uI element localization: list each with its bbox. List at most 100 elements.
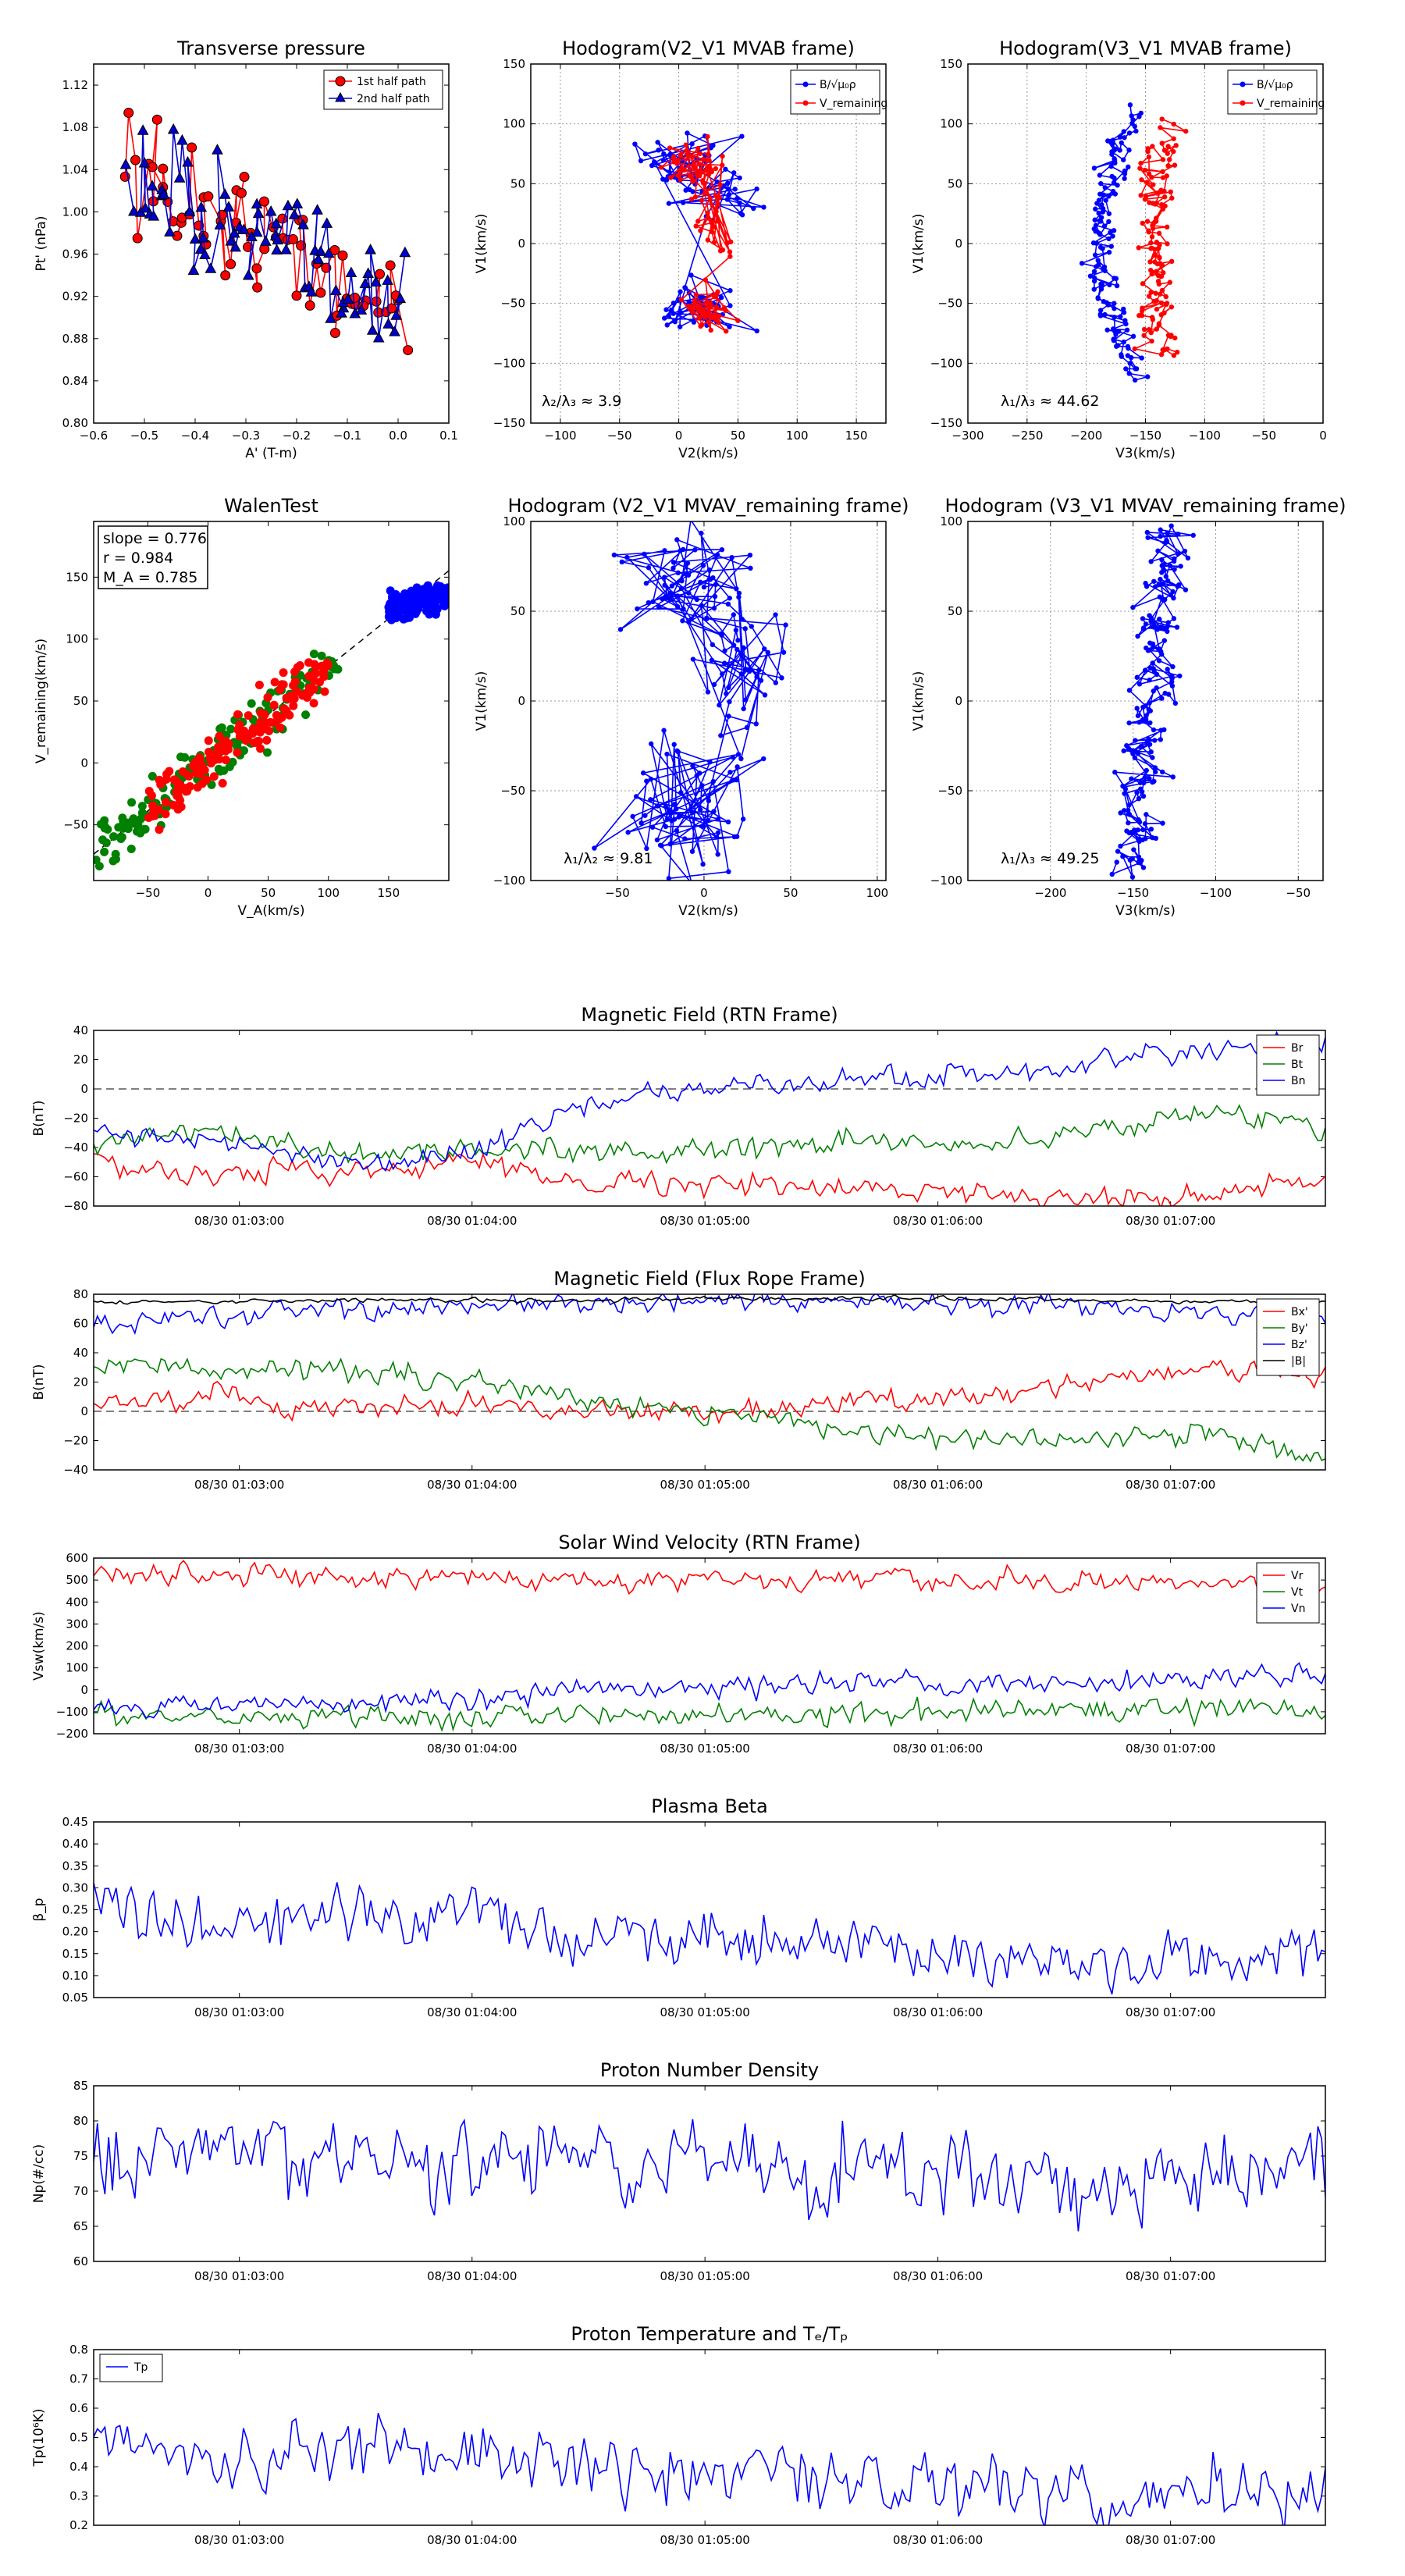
b-series-point	[1127, 102, 1133, 108]
second-half-point	[390, 309, 403, 320]
b-series-point	[678, 310, 684, 315]
v-series-point	[1157, 261, 1163, 266]
second-half-point	[382, 274, 393, 285]
v-series-point	[1144, 219, 1151, 224]
v-series-point	[1151, 182, 1156, 187]
v-series-point	[724, 240, 731, 246]
second-half-point	[288, 208, 301, 219]
v-series-point	[709, 229, 715, 235]
v-series-point	[656, 604, 662, 610]
y-component-point	[235, 731, 244, 741]
b-series-point	[1091, 269, 1097, 275]
b-series-point	[1101, 223, 1108, 229]
second-half-point	[394, 292, 407, 304]
second-half-point	[342, 293, 354, 304]
v-series-point	[727, 770, 733, 775]
panel-tpt: 0.2 0.3 0.4 0.5 0.6 0.7 0.8 08/30 01:03:00 08/30…	[31, 2323, 1326, 2547]
v-series-point	[1148, 290, 1154, 295]
b-series-point	[1097, 232, 1103, 237]
v-series-point	[1137, 165, 1143, 171]
b-series-point	[1112, 191, 1118, 197]
v-series-point	[740, 817, 746, 822]
b-series-point	[1119, 140, 1124, 146]
b-series-point	[666, 313, 672, 318]
y-tick-label: 1.00	[62, 205, 88, 219]
v-series-point	[674, 827, 680, 834]
v-series-point	[1158, 527, 1163, 532]
b-series-point	[1107, 282, 1112, 288]
v-series-point	[1142, 167, 1148, 173]
b-series-point	[1092, 276, 1097, 281]
b-series-point	[670, 311, 676, 316]
panel-title: Proton Number Density	[600, 2059, 819, 2081]
v-series-point	[715, 289, 720, 294]
v-series-point	[697, 151, 703, 156]
y-tick-label: 20	[73, 1053, 88, 1067]
legend-label: B/√μ₀ρ	[820, 79, 856, 91]
v-series-point	[1144, 767, 1149, 774]
v-series-point	[1150, 755, 1155, 760]
y-tick-label: 600	[66, 1551, 88, 1565]
y-component-point	[323, 660, 333, 670]
second-half-point	[139, 201, 151, 213]
v-series-point	[722, 648, 727, 653]
v-series-point	[773, 612, 778, 617]
v-series-point	[724, 329, 729, 334]
b-series-point	[1124, 327, 1130, 333]
data-layer	[94, 1294, 1325, 1463]
second-half-point	[214, 219, 226, 229]
second-half-point	[183, 205, 196, 216]
series-value-line	[94, 2118, 1325, 2232]
v-series-point	[689, 849, 695, 854]
v-series-point	[1156, 582, 1161, 588]
y-tick-label: 0	[955, 237, 962, 251]
legend-box	[1256, 1034, 1320, 1096]
y-tick-label: 400	[66, 1595, 88, 1609]
v-series-point	[744, 724, 750, 731]
b-series-point	[1109, 149, 1115, 155]
v-series-point	[704, 615, 710, 621]
x-component-point	[128, 816, 137, 825]
second-half-point	[229, 240, 241, 252]
y-component-point	[285, 710, 294, 720]
v-series-point	[1148, 619, 1154, 624]
v-series-point	[1120, 853, 1126, 859]
y-tick-label: 70	[73, 2184, 88, 2198]
x-tick-label: −0.2	[283, 429, 311, 443]
y-component-point	[293, 663, 302, 672]
v-series-point	[1170, 774, 1176, 780]
data-layer	[632, 130, 767, 334]
first-half-point	[251, 263, 262, 274]
v-series-point	[727, 699, 732, 705]
v-series-point	[688, 806, 693, 813]
y-component-point	[155, 775, 164, 785]
second-half-point	[282, 199, 294, 211]
v-series-point	[1171, 148, 1176, 155]
v-series-point	[1147, 708, 1154, 713]
v-series-point	[1164, 224, 1170, 230]
x-component-point	[262, 748, 272, 757]
v-series-point	[1166, 157, 1172, 162]
b-series-point	[1092, 217, 1097, 222]
v-series-point	[1135, 713, 1141, 719]
stats-line: slope = 0.776	[103, 530, 207, 547]
y-tick-label: 150	[503, 57, 525, 71]
second-half-point	[251, 226, 263, 237]
v-series-point	[1149, 338, 1154, 344]
second-half-point	[148, 210, 160, 221]
axes-frame	[93, 1293, 1326, 1471]
first-half-point	[187, 142, 197, 153]
v-series-point	[681, 546, 686, 553]
v-series-point	[720, 153, 725, 159]
y-tick-label: 0.2	[69, 2518, 88, 2532]
v-series-point	[666, 876, 672, 881]
y-component-point	[207, 759, 216, 768]
v-series-point	[668, 175, 674, 180]
y-component-point	[202, 775, 212, 785]
v-series-point	[725, 819, 731, 825]
y-component-point	[270, 678, 279, 687]
v-series-point	[1144, 529, 1151, 535]
v-series-point	[642, 551, 647, 557]
second-half-point	[228, 226, 240, 238]
second-half-point	[119, 158, 132, 169]
